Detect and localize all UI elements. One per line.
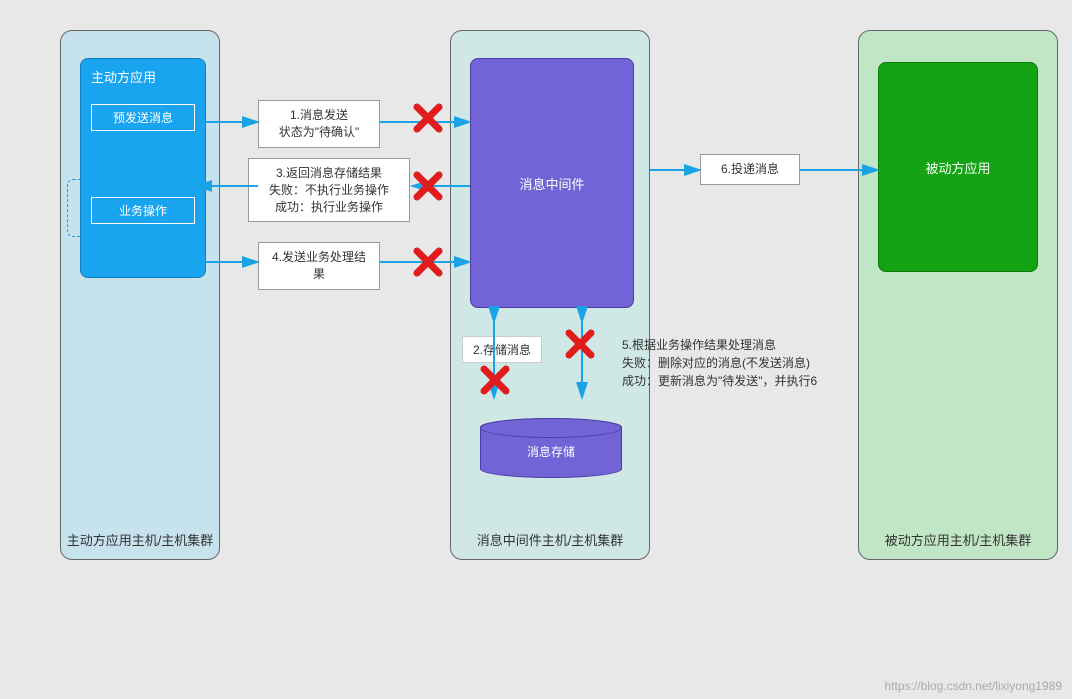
pre-send-box: 预发送消息 [91,104,195,131]
container-active-label: 主动方应用主机/主机集群 [61,530,219,549]
passive-app-label: 被动方应用 [925,158,990,177]
diagram-canvas: 主动方应用主机/主机集群 主动方应用 预发送消息 业务操作 消息中间件主机/主机… [0,0,1072,699]
annotation-5: 5.根据业务操作结果处理消息 失败：删除对应的消息(不发送消息) 成功：更新消息… [622,336,817,390]
msg-6: 6.投递消息 [700,154,800,185]
container-middleware-label: 消息中间件主机/主机集群 [451,530,649,549]
msg-3: 3.返回消息存储结果 失败：不执行业务操作 成功：执行业务操作 [248,158,410,222]
storage-cylinder: 消息存储 [480,418,622,478]
container-passive-label: 被动方应用主机/主机集群 [859,530,1057,549]
active-app-title: 主动方应用 [91,67,195,86]
biz-op-dash [67,179,203,237]
watermark: https://blog.csdn.net/lixiyong1989 [885,679,1062,693]
middleware-label: 消息中间件 [519,174,584,193]
msg-1: 1.消息发送 状态为"待确认" [258,100,380,148]
store-msg-label: 2.存储消息 [462,336,542,363]
storage-label: 消息存储 [481,443,621,460]
middleware-box: 消息中间件 [470,58,634,308]
active-app: 主动方应用 预发送消息 业务操作 [80,58,206,278]
passive-app: 被动方应用 [878,62,1038,272]
msg-4: 4.发送业务处理结 果 [258,242,380,290]
